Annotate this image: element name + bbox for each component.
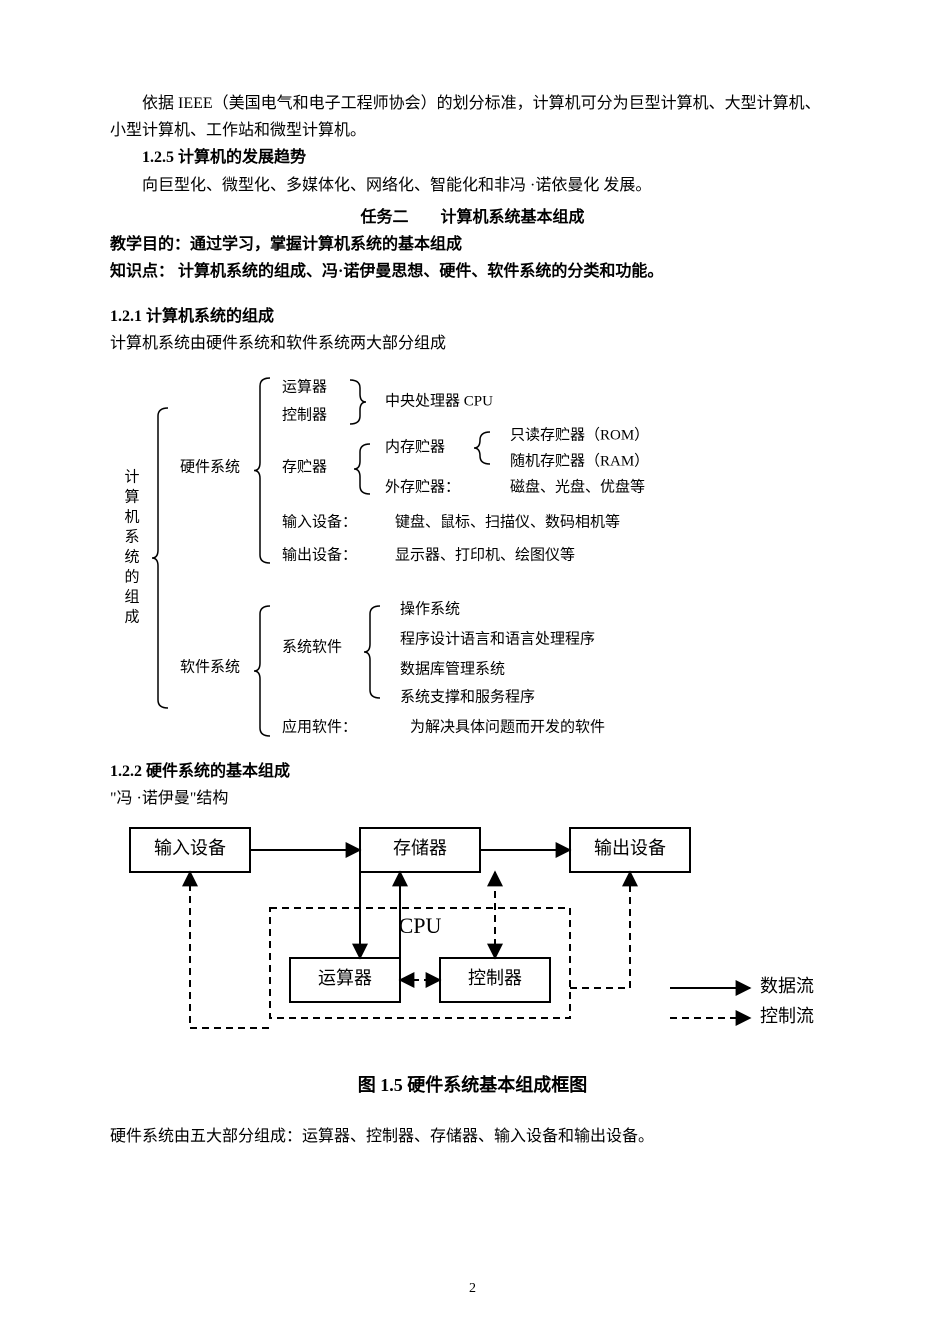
block-diagram: 输入设备 存储器 输出设备 CPU 运算器 控制器 数据流控制流: [110, 818, 835, 1053]
svg-text:软件系统: 软件系统: [180, 658, 240, 675]
svg-text:统: 统: [124, 548, 139, 565]
heading-task-2: 任务二 计算机系统基本组成: [110, 203, 835, 227]
knowledge-point-label: 知识点：: [110, 263, 174, 280]
svg-text:随机存贮器（RAM）: 随机存贮器（RAM）: [510, 452, 649, 469]
svg-text:控制器: 控制器: [468, 968, 522, 988]
svg-text:中央处理器 CPU: 中央处理器 CPU: [385, 392, 493, 409]
knowledge-point-body: 计算机系统的组成、冯·诺伊曼思想、硬件、软件系统的分类和功能。: [174, 263, 663, 280]
svg-text:内存贮器: 内存贮器: [385, 438, 445, 455]
svg-text:机: 机: [124, 508, 139, 525]
svg-text:只读存贮器（ROM）: 只读存贮器（ROM）: [510, 426, 649, 443]
teaching-goal-label: 教学目的：: [110, 236, 190, 253]
svg-text:输出设备：: 输出设备：: [282, 546, 357, 563]
svg-text:外存贮器：: 外存贮器：: [385, 478, 460, 495]
teaching-goal-line: 教学目的：通过学习，掌握计算机系统的基本组成: [110, 231, 835, 258]
svg-text:输出设备: 输出设备: [594, 838, 666, 858]
svg-text:键盘、鼠标、扫描仪、数码相机等: 键盘、鼠标、扫描仪、数码相机等: [395, 512, 620, 530]
teaching-goal-body: 通过学习，掌握计算机系统的基本组成: [190, 236, 462, 253]
svg-text:程序设计语言和语言处理程序: 程序设计语言和语言处理程序: [400, 630, 595, 647]
svg-text:输入设备: 输入设备: [154, 838, 226, 858]
paragraph-five-parts: 硬件系统由五大部分组成：运算器、控制器、存储器、输入设备和输出设备。: [110, 1123, 835, 1150]
svg-text:运算器: 运算器: [318, 968, 372, 988]
svg-text:应用软件：: 应用软件：: [282, 717, 357, 735]
paragraph-composition: 计算机系统由硬件系统和软件系统两大部分组成: [110, 330, 835, 357]
svg-text:运算器: 运算器: [282, 377, 327, 395]
svg-text:系统软件: 系统软件: [282, 638, 342, 655]
svg-text:CPU: CPU: [399, 913, 442, 938]
svg-text:输入设备：: 输入设备：: [282, 513, 357, 530]
svg-text:磁盘、光盘、优盘等: 磁盘、光盘、优盘等: [510, 477, 645, 495]
svg-text:成: 成: [124, 608, 139, 625]
svg-text:操作系统: 操作系统: [400, 600, 460, 617]
heading-1-2-5: 1.2.5 计算机的发展趋势: [142, 144, 835, 171]
svg-text:存贮器: 存贮器: [282, 458, 327, 475]
svg-text:组: 组: [124, 588, 139, 605]
svg-text:存储器: 存储器: [393, 838, 447, 858]
figure-caption: 图 1.5 硬件系统基本组成框图: [110, 1071, 835, 1097]
paragraph-von-neumann: "冯 ·诺伊曼"结构: [110, 785, 835, 812]
svg-text:控制流: 控制流: [760, 1006, 814, 1026]
svg-text:硬件系统: 硬件系统: [180, 458, 240, 475]
paragraph-ieee: 依据 IEEE（美国电气和电子工程师协会）的划分标准，计算机可分为巨型计算机、大…: [110, 90, 835, 144]
svg-text:控制器: 控制器: [282, 406, 327, 423]
heading-1-2-2: 1.2.2 硬件系统的基本组成: [110, 758, 835, 785]
knowledge-point-line: 知识点： 计算机系统的组成、冯·诺伊曼思想、硬件、软件系统的分类和功能。: [110, 258, 835, 285]
svg-text:数据流: 数据流: [760, 976, 814, 996]
page-number: 2: [0, 1281, 945, 1297]
svg-text:数据库管理系统: 数据库管理系统: [400, 660, 505, 677]
svg-text:的: 的: [124, 568, 139, 585]
svg-text:系: 系: [124, 528, 139, 545]
svg-text:显示器、打印机、绘图仪等: 显示器、打印机、绘图仪等: [395, 545, 575, 563]
svg-text:算: 算: [124, 487, 139, 505]
svg-text:计: 计: [124, 468, 139, 485]
tree-diagram: 计算机系统的组成 硬件系统软件系统 运算器控制器存贮器输入设备： 键盘、鼠标、扫描仪、…: [110, 358, 835, 758]
paragraph-trend: 向巨型化、微型化、多媒体化、网络化、智能化和非冯 ·诺依曼化 发展。: [110, 172, 835, 199]
svg-text:系统支撑和服务程序: 系统支撑和服务程序: [400, 688, 535, 705]
heading-1-2-1: 1.2.1 计算机系统的组成: [110, 303, 835, 330]
svg-text:为解决具体问题而开发的软件: 为解决具体问题而开发的软件: [410, 718, 605, 735]
